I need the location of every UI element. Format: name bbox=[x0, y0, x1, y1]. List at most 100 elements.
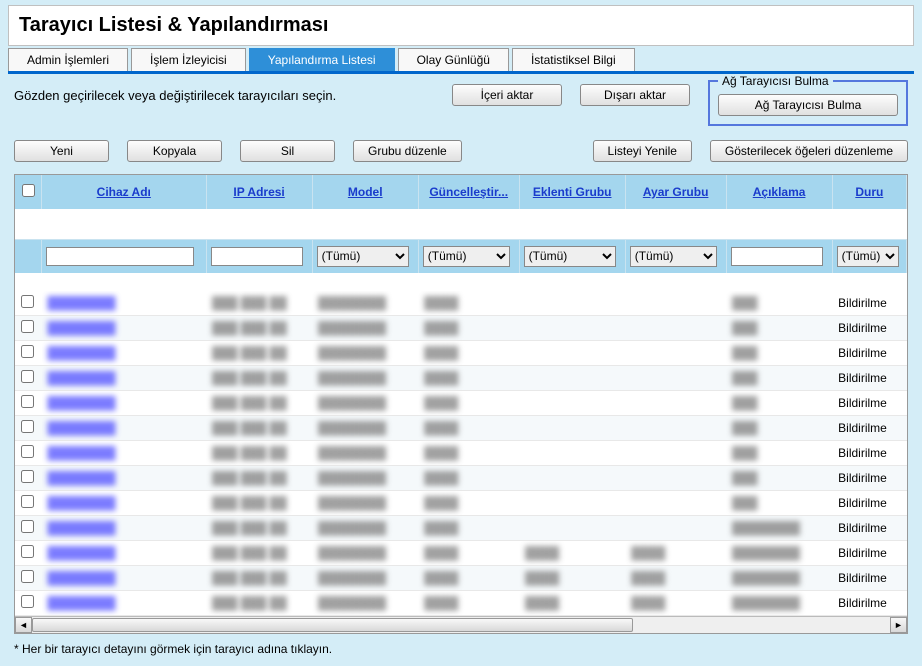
col-plugin-group[interactable]: Eklenti Grubu bbox=[533, 185, 612, 199]
ip-cell: ███ ███ ██ bbox=[212, 521, 287, 535]
status-cell: Bildirilme bbox=[832, 440, 906, 465]
status-cell: Bildirilme bbox=[832, 590, 906, 615]
col-description[interactable]: Açıklama bbox=[753, 185, 806, 199]
tab-config-list[interactable]: Yapılandırma Listesi bbox=[249, 48, 395, 71]
ip-cell: ███ ███ ██ bbox=[212, 321, 287, 335]
row-checkbox[interactable] bbox=[21, 470, 34, 483]
row-checkbox[interactable] bbox=[21, 395, 34, 408]
tab-event-log[interactable]: Olay Günlüğü bbox=[398, 48, 509, 71]
table-row: ███████████ ███ █████████████████Bildiri… bbox=[15, 315, 907, 340]
status-cell: Bildirilme bbox=[832, 565, 906, 590]
device-name-link[interactable]: ████████ bbox=[48, 496, 116, 510]
tab-process-tracker[interactable]: İşlem İzleyicisi bbox=[131, 48, 246, 71]
row-checkbox[interactable] bbox=[21, 545, 34, 558]
device-name-link[interactable]: ████████ bbox=[48, 396, 116, 410]
tab-statistics[interactable]: İstatistiksel Bilgi bbox=[512, 48, 635, 71]
device-name-link[interactable]: ████████ bbox=[48, 346, 116, 360]
model-cell: ████████ bbox=[318, 421, 386, 435]
select-all-checkbox[interactable] bbox=[22, 184, 35, 197]
content-area: Gözden geçirilecek veya değiştirilecek t… bbox=[0, 74, 922, 666]
model-cell: ████████ bbox=[318, 521, 386, 535]
scroll-right-button[interactable]: ► bbox=[890, 617, 907, 633]
device-name-link[interactable]: ████████ bbox=[48, 571, 116, 585]
network-discovery-button[interactable]: Ağ Tarayıcısı Bulma bbox=[718, 94, 898, 116]
import-button[interactable]: İçeri aktar bbox=[452, 84, 562, 106]
desc-cell: ████████ bbox=[732, 596, 800, 610]
edit-group-button[interactable]: Grubu düzenle bbox=[353, 140, 462, 162]
col-device-name[interactable]: Cihaz Adı bbox=[97, 185, 151, 199]
plugin-cell: ████ bbox=[525, 571, 559, 585]
export-button[interactable]: Dışarı aktar bbox=[580, 84, 690, 106]
row-checkbox[interactable] bbox=[21, 295, 34, 308]
device-name-link[interactable]: ████████ bbox=[48, 521, 116, 535]
refresh-list-button[interactable]: Listeyi Yenile bbox=[593, 140, 692, 162]
model-cell: ████████ bbox=[318, 296, 386, 310]
row-checkbox[interactable] bbox=[21, 420, 34, 433]
col-ip-address[interactable]: IP Adresi bbox=[233, 185, 284, 199]
horizontal-scrollbar[interactable]: ◄ ► bbox=[15, 616, 907, 633]
col-model[interactable]: Model bbox=[348, 185, 383, 199]
delete-button[interactable]: Sil bbox=[240, 140, 335, 162]
desc-cell: ███ bbox=[732, 321, 758, 335]
copy-button[interactable]: Kopyala bbox=[127, 140, 222, 162]
scroll-left-button[interactable]: ◄ bbox=[15, 617, 32, 633]
row-checkbox[interactable] bbox=[21, 520, 34, 533]
desc-cell: ████████ bbox=[732, 546, 800, 560]
model-cell: ████████ bbox=[318, 321, 386, 335]
row-checkbox[interactable] bbox=[21, 345, 34, 358]
row-checkbox[interactable] bbox=[21, 320, 34, 333]
status-cell: Bildirilme bbox=[832, 465, 906, 490]
desc-cell: ███ bbox=[732, 346, 758, 360]
filter-status[interactable]: (Tümü) bbox=[837, 246, 899, 267]
network-discovery-group: Ağ Tarayıcısı Bulma Ağ Tarayıcısı Bulma bbox=[708, 74, 908, 126]
table-row: ███████████ ███ █████████████████Bildiri… bbox=[15, 291, 907, 316]
row-checkbox[interactable] bbox=[21, 370, 34, 383]
col-setting-group[interactable]: Ayar Grubu bbox=[643, 185, 709, 199]
table-row: ███████████ ███ █████████████████Bildiri… bbox=[15, 465, 907, 490]
device-name-link[interactable]: ████████ bbox=[48, 371, 116, 385]
network-discovery-legend: Ağ Tarayıcısı Bulma bbox=[718, 74, 833, 88]
device-name-link[interactable]: ████████ bbox=[48, 296, 116, 310]
filter-description[interactable] bbox=[731, 247, 823, 266]
device-name-link[interactable]: ████████ bbox=[48, 471, 116, 485]
device-name-link[interactable]: ████████ bbox=[48, 446, 116, 460]
device-name-link[interactable]: ████████ bbox=[48, 421, 116, 435]
row-checkbox[interactable] bbox=[21, 445, 34, 458]
device-name-link[interactable]: ████████ bbox=[48, 596, 116, 610]
row-checkbox[interactable] bbox=[21, 570, 34, 583]
filter-update[interactable]: (Tümü) bbox=[423, 246, 510, 267]
filter-setting-group[interactable]: (Tümü) bbox=[630, 246, 717, 267]
filter-plugin-group[interactable]: (Tümü) bbox=[524, 246, 616, 267]
update-cell: ████ bbox=[424, 546, 458, 560]
ip-cell: ███ ███ ██ bbox=[212, 421, 287, 435]
row-checkbox[interactable] bbox=[21, 595, 34, 608]
table-row: ███████████ ███ ██████████████████████Bi… bbox=[15, 515, 907, 540]
status-cell: Bildirilme bbox=[832, 315, 906, 340]
table-row: ███████████ ███ ████████████████████████… bbox=[15, 590, 907, 615]
ip-cell: ███ ███ ██ bbox=[212, 596, 287, 610]
desc-cell: ███ bbox=[732, 396, 758, 410]
model-cell: ████████ bbox=[318, 571, 386, 585]
edit-columns-button[interactable]: Gösterilecek öğeleri düzenleme bbox=[710, 140, 908, 162]
table-row: ███████████ ███ █████████████████Bildiri… bbox=[15, 340, 907, 365]
desc-cell: ███ bbox=[732, 496, 758, 510]
ip-cell: ███ ███ ██ bbox=[212, 296, 287, 310]
filter-model[interactable]: (Tümü) bbox=[317, 246, 409, 267]
table-row: ███████████ ███ ████████████████████████… bbox=[15, 565, 907, 590]
new-button[interactable]: Yeni bbox=[14, 140, 109, 162]
filter-ip[interactable] bbox=[211, 247, 303, 266]
scroll-thumb[interactable] bbox=[32, 618, 633, 632]
desc-cell: ████████ bbox=[732, 571, 800, 585]
row-checkbox[interactable] bbox=[21, 495, 34, 508]
update-cell: ████ bbox=[424, 371, 458, 385]
filter-device-name[interactable] bbox=[46, 247, 194, 266]
col-status[interactable]: Duru bbox=[855, 185, 883, 199]
instruction-text: Gözden geçirilecek veya değiştirilecek t… bbox=[14, 84, 336, 103]
col-update[interactable]: Güncelleştir... bbox=[429, 185, 508, 199]
device-name-link[interactable]: ████████ bbox=[48, 321, 116, 335]
table-row: ███████████ ███ █████████████████Bildiri… bbox=[15, 415, 907, 440]
tab-admin[interactable]: Admin İşlemleri bbox=[8, 48, 128, 71]
update-cell: ████ bbox=[424, 421, 458, 435]
device-name-link[interactable]: ████████ bbox=[48, 546, 116, 560]
update-cell: ████ bbox=[424, 571, 458, 585]
